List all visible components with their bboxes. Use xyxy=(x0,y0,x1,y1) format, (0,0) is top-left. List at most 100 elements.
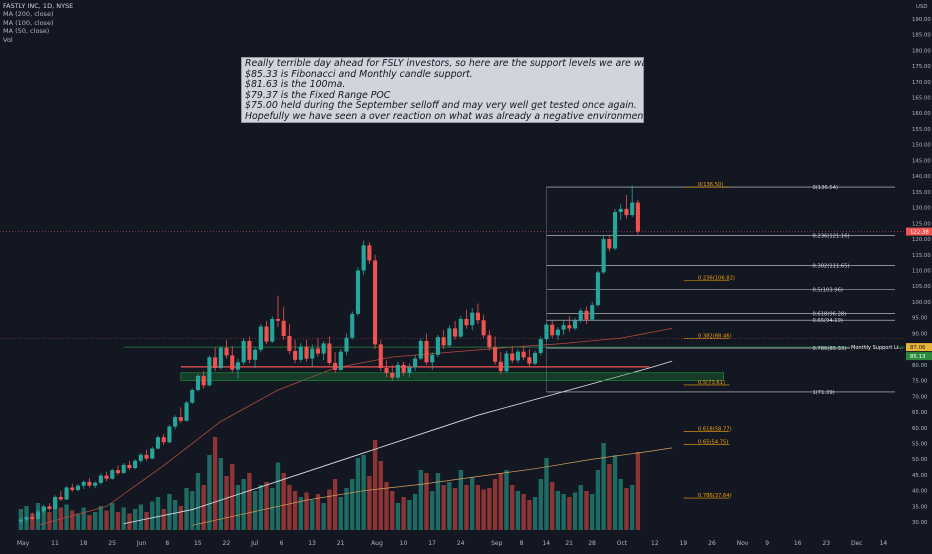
note-line: Hopefully we have seen a over reaction o… xyxy=(245,110,651,122)
volume-bar xyxy=(470,477,475,530)
volume-bar xyxy=(538,479,543,530)
volume-bar xyxy=(595,470,601,530)
candle-body xyxy=(247,340,252,360)
support-label-text: Monthly Support Li... xyxy=(851,345,903,351)
y-tick-label: 125.00 xyxy=(912,221,931,227)
note-line: $85.33 is Fibonacci and Monthly candle s… xyxy=(245,68,473,80)
volume-bar xyxy=(441,485,446,530)
y-tick-label: 185.00 xyxy=(912,33,931,39)
candle-body xyxy=(618,208,623,212)
volume-bar xyxy=(41,507,46,530)
y-tick-label: 55.00 xyxy=(912,442,928,448)
x-tick-label: 12 xyxy=(651,540,659,547)
x-tick-label: Jun xyxy=(136,540,147,547)
volume-bar xyxy=(184,488,189,530)
volume-bar xyxy=(481,489,486,530)
candle-body xyxy=(515,351,520,361)
candle-body xyxy=(30,517,35,519)
y-tick-label: 105.00 xyxy=(912,284,931,290)
candle-body xyxy=(401,364,406,373)
candle-body xyxy=(521,351,526,358)
y-tick-label: 30.00 xyxy=(912,520,928,526)
candle-body xyxy=(287,335,292,352)
x-tick-label: 8 xyxy=(165,540,169,547)
volume-bar xyxy=(458,470,463,530)
candle-body xyxy=(207,357,212,386)
fib-label: 0.618(96.28) xyxy=(812,312,846,318)
candle-body xyxy=(110,470,115,479)
x-tick-label: 25 xyxy=(108,540,116,547)
legend: FASTLY INC, 1D, NYSE MA (200, close) MA … xyxy=(3,2,73,44)
volume-bar xyxy=(487,488,492,530)
candle-body xyxy=(213,357,218,369)
candle-body xyxy=(435,337,440,355)
candle-body xyxy=(18,519,23,522)
volume-bar xyxy=(407,500,412,530)
y-tick-label: 145.00 xyxy=(912,158,931,164)
y-tick-label: 45.00 xyxy=(912,473,928,479)
volume-bar xyxy=(624,488,629,530)
annotation-note[interactable]: Really terrible day ahead for FSLY inves… xyxy=(241,57,724,123)
indicator-ma100[interactable]: MA (100, close) xyxy=(3,18,54,27)
volume-bar xyxy=(412,494,418,530)
candle-body xyxy=(418,340,423,359)
indicator-volume[interactable]: Vol xyxy=(3,35,13,44)
volume-bar xyxy=(304,492,309,530)
fib-orange-label: 0.786(37.64) xyxy=(698,493,732,499)
candle-body xyxy=(281,320,286,336)
volume-bar xyxy=(327,489,332,530)
y-tick-label: 50.00 xyxy=(912,457,928,463)
volume-bar xyxy=(47,512,52,530)
volume-bar xyxy=(447,482,452,530)
x-tick-label: Nov xyxy=(737,540,749,547)
x-tick-label: 11 xyxy=(51,540,59,547)
candle-body xyxy=(361,245,366,271)
candle-body xyxy=(464,318,469,326)
candle-body xyxy=(475,312,480,321)
candle-body xyxy=(612,212,618,249)
volume-bar xyxy=(550,482,555,530)
candle-body xyxy=(344,337,349,352)
volume-bar xyxy=(110,503,115,530)
volume-bar xyxy=(75,513,81,530)
y-tick-label: 140.00 xyxy=(912,174,931,180)
volume-bar xyxy=(275,462,281,530)
fib-orange-label: 0.65(54.75) xyxy=(698,439,728,445)
candle-body xyxy=(578,310,583,321)
x-tick-label: Dec xyxy=(851,540,863,547)
candle-body xyxy=(144,454,149,459)
x-tick-label: 9 xyxy=(765,540,769,547)
y-tick-label: 170.00 xyxy=(912,80,931,86)
candle-body xyxy=(413,358,418,368)
x-tick-label: 16 xyxy=(794,540,802,547)
fib-orange-label: 0(136.50) xyxy=(698,182,724,188)
indicator-ma50[interactable]: MA (50, close) xyxy=(3,27,50,36)
candle-body xyxy=(201,375,206,386)
x-tick-label: 15 xyxy=(194,540,202,547)
candle-body xyxy=(70,487,75,491)
candle-body xyxy=(133,460,138,469)
candle-body xyxy=(407,367,412,373)
volume-bar xyxy=(344,488,349,530)
volume-bar xyxy=(555,491,561,530)
candle-body xyxy=(293,351,298,360)
candle-body xyxy=(81,481,86,486)
volume-bar xyxy=(567,497,572,530)
volume-bar xyxy=(172,500,178,530)
volume-bar xyxy=(424,473,429,530)
candle-body xyxy=(624,208,629,216)
indicator-ma200[interactable]: MA (200, close) xyxy=(3,10,54,19)
volume-bar xyxy=(332,479,338,530)
y-tick-label: 180.00 xyxy=(912,48,931,54)
fib-orange-label: 0.236(106.82) xyxy=(698,276,735,282)
candle-body xyxy=(453,328,458,337)
x-tick-label: 22 xyxy=(223,540,231,547)
currency-label: USD xyxy=(916,4,928,10)
volume-bar xyxy=(150,501,155,530)
fib-label: 0.5(103.96) xyxy=(812,288,842,294)
candle-body xyxy=(447,328,452,346)
volume-bar xyxy=(361,455,366,530)
x-tick-label: 19 xyxy=(680,540,688,547)
